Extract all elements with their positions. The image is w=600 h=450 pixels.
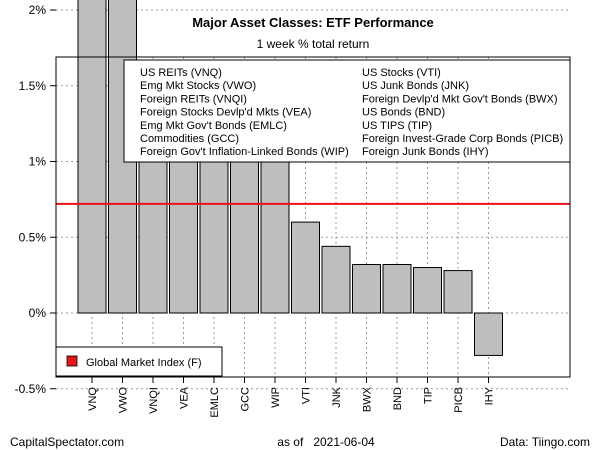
- x-tick-label-emlc: EMLC: [209, 387, 221, 418]
- legend-entry: Foreign Junk Bonds (IHY): [362, 146, 489, 158]
- legend-entry: Foreign Invest-Grade Corp Bonds (PICB): [362, 133, 563, 145]
- x-tick-label-gcc: GCC: [240, 387, 252, 412]
- bar-tip: [413, 267, 442, 314]
- legend-entry: Commodities (GCC): [140, 133, 239, 145]
- legend-entry: Foreign Stocks Devlp'd Mkts (VEA): [140, 107, 311, 119]
- legend-column-left: US REITs (VNQ)Emg Mkt Stocks (VWO)Foreig…: [140, 67, 349, 158]
- legend-entry: US Stocks (VTI): [362, 67, 441, 79]
- bar-picb: [443, 270, 473, 314]
- reference-legend-swatch: [66, 355, 78, 367]
- legend-entry: US Bonds (BND): [362, 107, 445, 119]
- legend-entry: US Junk Bonds (JNK): [362, 80, 469, 92]
- x-tick-label-tip: TIP: [423, 387, 435, 404]
- chart-title: Major Asset Classes: ETF Performance: [192, 15, 434, 30]
- y-tick-label: 0.5%: [19, 230, 47, 244]
- bar-bnd: [382, 264, 412, 314]
- x-tick-label-vnq: VNQ: [87, 387, 99, 411]
- bar-jnk: [321, 245, 351, 314]
- x-tick-label-picb: PICB: [453, 387, 465, 413]
- y-tick-label: -0.5%: [15, 382, 47, 396]
- y-axis: -0.5%0%0.5%1%1.5%2%2.5%3%: [15, 3, 56, 396]
- x-axis: VNQ VWO VNQI VEA EMLC GCC WIP VTI JNK BWX BND TIP PI…: [87, 377, 496, 418]
- chart-subtitle: 1 week % total return: [257, 37, 370, 51]
- footer-date: as of 2021-06-04: [277, 435, 375, 449]
- x-tick-label-wip: WIP: [270, 387, 282, 408]
- y-tick-label: 1.5%: [19, 79, 47, 93]
- y-tick-label: 0%: [29, 306, 47, 320]
- legend-entry: US TIPS (TIP): [362, 120, 432, 132]
- x-tick-label-vti: VTI: [301, 387, 313, 404]
- footer-data-source: Data: Tiingo.com: [500, 435, 590, 449]
- y-tick-label: 2%: [29, 3, 47, 17]
- footer-source-left: CapitalSpectator.com: [10, 435, 124, 449]
- x-tick-label-vea: VEA: [179, 386, 191, 409]
- reference-legend-frame: [55, 346, 223, 377]
- legend-entry: Emg Mkt Gov't Bonds (EMLC): [140, 120, 287, 132]
- bar-bwx: [352, 264, 381, 314]
- legend: US REITs (VNQ)Emg Mkt Stocks (VWO)Foreig…: [123, 59, 571, 163]
- plot-frame: [55, 56, 571, 378]
- legend-entry: US REITs (VNQ): [140, 67, 222, 79]
- y-tick-label: 1%: [29, 155, 47, 169]
- bar-wip: [260, 157, 290, 314]
- bar-vnq: [77, 0, 107, 314]
- legend-entry: Emg Mkt Stocks (VWO): [140, 80, 256, 92]
- x-tick-label-vnqi: VNQI: [148, 387, 160, 414]
- bar-vti: [291, 221, 320, 314]
- x-tick-label-bwx: BWX: [362, 386, 374, 412]
- x-tick-label-bnd: BND: [392, 387, 404, 410]
- legend-column-right: US Stocks (VTI)US Junk Bonds (JNK)Foreig…: [362, 67, 563, 158]
- legend-frame: [123, 59, 571, 163]
- bars: [77, 0, 503, 356]
- reference-legend: Global Market Index (F): [55, 346, 223, 377]
- legend-entry: Foreign Gov't Inflation-Linked Bonds (WI…: [140, 146, 349, 158]
- legend-entry: Foreign Devlp'd Mkt Gov't Bonds (BWX): [362, 93, 558, 105]
- reference-legend-label: Global Market Index (F): [86, 357, 202, 369]
- x-tick-label-vwo: VWO: [118, 387, 130, 414]
- bar-ihy: [474, 312, 503, 356]
- legend-entry: Foreign REITs (VNQI): [140, 93, 247, 105]
- x-tick-label-jnk: JNK: [331, 386, 343, 407]
- bar-gcc: [230, 154, 259, 314]
- x-tick-label-ihy: IHY: [484, 386, 496, 405]
